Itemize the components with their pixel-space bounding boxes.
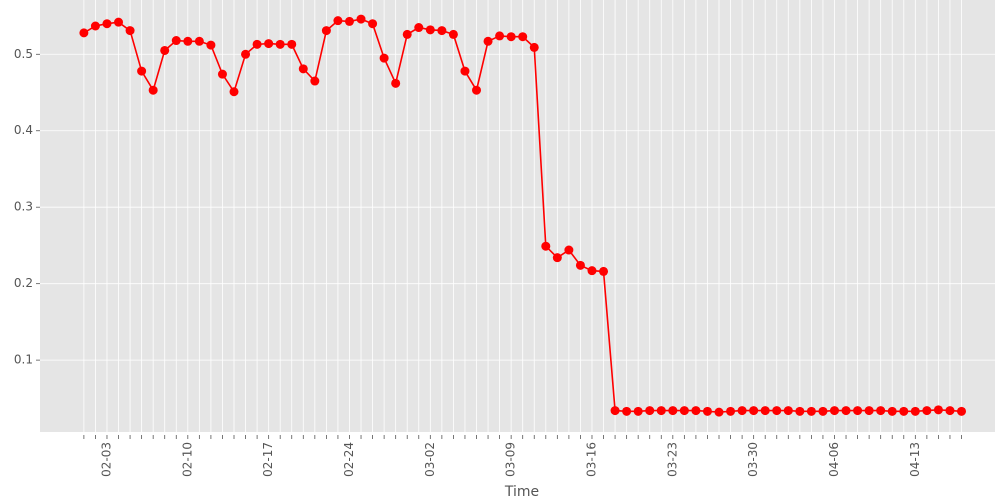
data-point (795, 406, 805, 416)
data-point (864, 406, 874, 416)
data-point (217, 69, 227, 79)
data-point (772, 406, 782, 416)
data-point (241, 49, 251, 59)
x-tick-label: 03-09 (504, 442, 518, 477)
x-tick-label: 03-02 (423, 442, 437, 477)
data-point (702, 406, 712, 416)
data-point (414, 23, 424, 33)
x-tick-label: 02-24 (342, 442, 356, 477)
data-point (783, 406, 793, 416)
data-point (275, 39, 285, 49)
data-point (495, 31, 505, 41)
data-point (760, 406, 770, 416)
x-tick-label: 04-06 (827, 442, 841, 477)
data-point (587, 266, 597, 276)
data-point (945, 406, 955, 416)
data-point (229, 87, 239, 97)
data-point (287, 39, 297, 49)
data-point (645, 406, 655, 416)
data-point (148, 85, 158, 95)
x-axis-label: Time (504, 484, 539, 500)
data-point (483, 36, 493, 46)
y-tick-label: 0.3 (14, 200, 33, 214)
data-point (114, 17, 124, 27)
data-point (656, 406, 666, 416)
x-tick-label: 04-13 (908, 442, 922, 477)
data-point (252, 39, 262, 49)
data-point (310, 76, 320, 86)
data-point (529, 42, 539, 52)
data-point (437, 26, 447, 36)
data-point (806, 406, 816, 416)
data-point (333, 16, 343, 26)
data-point (356, 14, 366, 24)
data-point (264, 39, 274, 49)
plot-area (40, 0, 995, 432)
data-point (668, 406, 678, 416)
data-point (679, 406, 689, 416)
data-point (90, 21, 100, 31)
data-point (425, 25, 435, 35)
data-point (344, 16, 354, 26)
data-point (957, 406, 967, 416)
data-point (379, 53, 389, 63)
x-tick-label: 03-16 (584, 442, 598, 477)
data-point (691, 406, 701, 416)
x-tick-label: 03-30 (746, 442, 760, 477)
data-point (206, 40, 216, 50)
data-point (102, 19, 112, 29)
data-point (853, 406, 863, 416)
data-point (575, 260, 585, 270)
data-point (460, 66, 470, 76)
data-point (599, 266, 609, 276)
data-point (137, 66, 147, 76)
y-tick-label: 0.2 (14, 276, 33, 290)
data-point (899, 406, 909, 416)
data-point (564, 245, 574, 255)
data-point (321, 26, 331, 36)
x-tick-label: 02-17 (261, 442, 275, 477)
data-point (541, 241, 551, 251)
data-point (910, 406, 920, 416)
y-tick-label: 0.1 (14, 353, 33, 367)
data-point (726, 406, 736, 416)
data-point (818, 406, 828, 416)
data-point (610, 406, 620, 416)
data-point (876, 406, 886, 416)
y-tick-label: 0.5 (14, 47, 33, 61)
data-point (518, 32, 528, 42)
data-point (391, 78, 401, 88)
data-point (472, 85, 482, 95)
data-point (622, 406, 632, 416)
data-point (402, 29, 412, 39)
x-tick-label: 02-03 (99, 442, 113, 477)
x-tick-label: 02-10 (180, 442, 194, 477)
data-point (933, 405, 943, 415)
data-point (298, 64, 308, 74)
data-point (552, 253, 562, 263)
data-point (506, 32, 516, 42)
data-point (714, 407, 724, 417)
data-point (368, 19, 378, 29)
data-point (125, 26, 135, 36)
data-point (79, 28, 89, 38)
data-point (749, 406, 759, 416)
data-point (171, 36, 181, 46)
x-tick-label: 03-23 (665, 442, 679, 477)
data-point (194, 36, 204, 46)
data-point (887, 406, 897, 416)
data-point (737, 406, 747, 416)
data-point (829, 406, 839, 416)
data-point (841, 406, 851, 416)
data-point (922, 406, 932, 416)
y-tick-label: 0.4 (14, 123, 33, 137)
data-point (633, 406, 643, 416)
data-point (160, 45, 170, 55)
data-point (448, 29, 458, 39)
data-point (183, 36, 193, 46)
